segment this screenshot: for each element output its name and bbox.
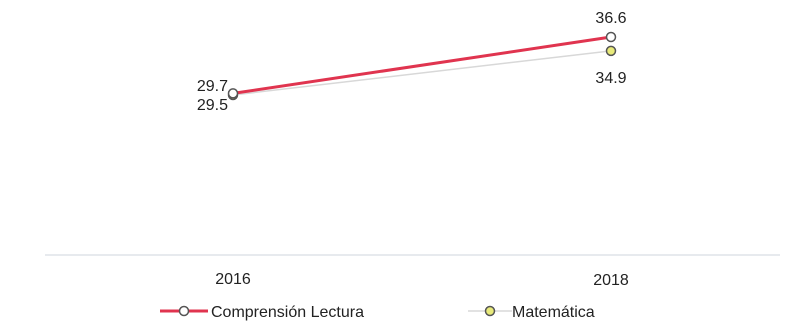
legend: Comprensión Lectura Matemática bbox=[160, 304, 595, 321]
data-label-matematica-2018: 34.9 bbox=[595, 70, 626, 87]
legend-marker-comprension-lectura bbox=[178, 305, 190, 317]
data-label-matematica-2016: 29.5 bbox=[197, 97, 228, 114]
series-line-matematica bbox=[232, 50, 612, 96]
point-matematica-2018 bbox=[605, 45, 617, 57]
series-line-comprension-lectura bbox=[232, 35, 612, 95]
series-layer bbox=[227, 31, 617, 101]
data-label-comprension-2018: 36.6 bbox=[595, 10, 626, 27]
x-tick-label-2018: 2018 bbox=[593, 272, 629, 289]
legend-marker-matematica bbox=[484, 305, 496, 317]
legend-item-matematica: Matemática bbox=[468, 304, 595, 321]
legend-item-comprension-lectura: Comprensión Lectura bbox=[160, 304, 364, 321]
point-comprension-lectura-2016 bbox=[227, 88, 239, 99]
point-comprension-lectura-2018 bbox=[605, 31, 617, 43]
legend-label-matematica: Matemática bbox=[512, 304, 595, 321]
x-tick-label-2016: 2016 bbox=[215, 271, 251, 288]
legend-label-comprension-lectura: Comprensión Lectura bbox=[211, 304, 364, 321]
data-label-comprension-2016: 29.7 bbox=[197, 78, 228, 95]
